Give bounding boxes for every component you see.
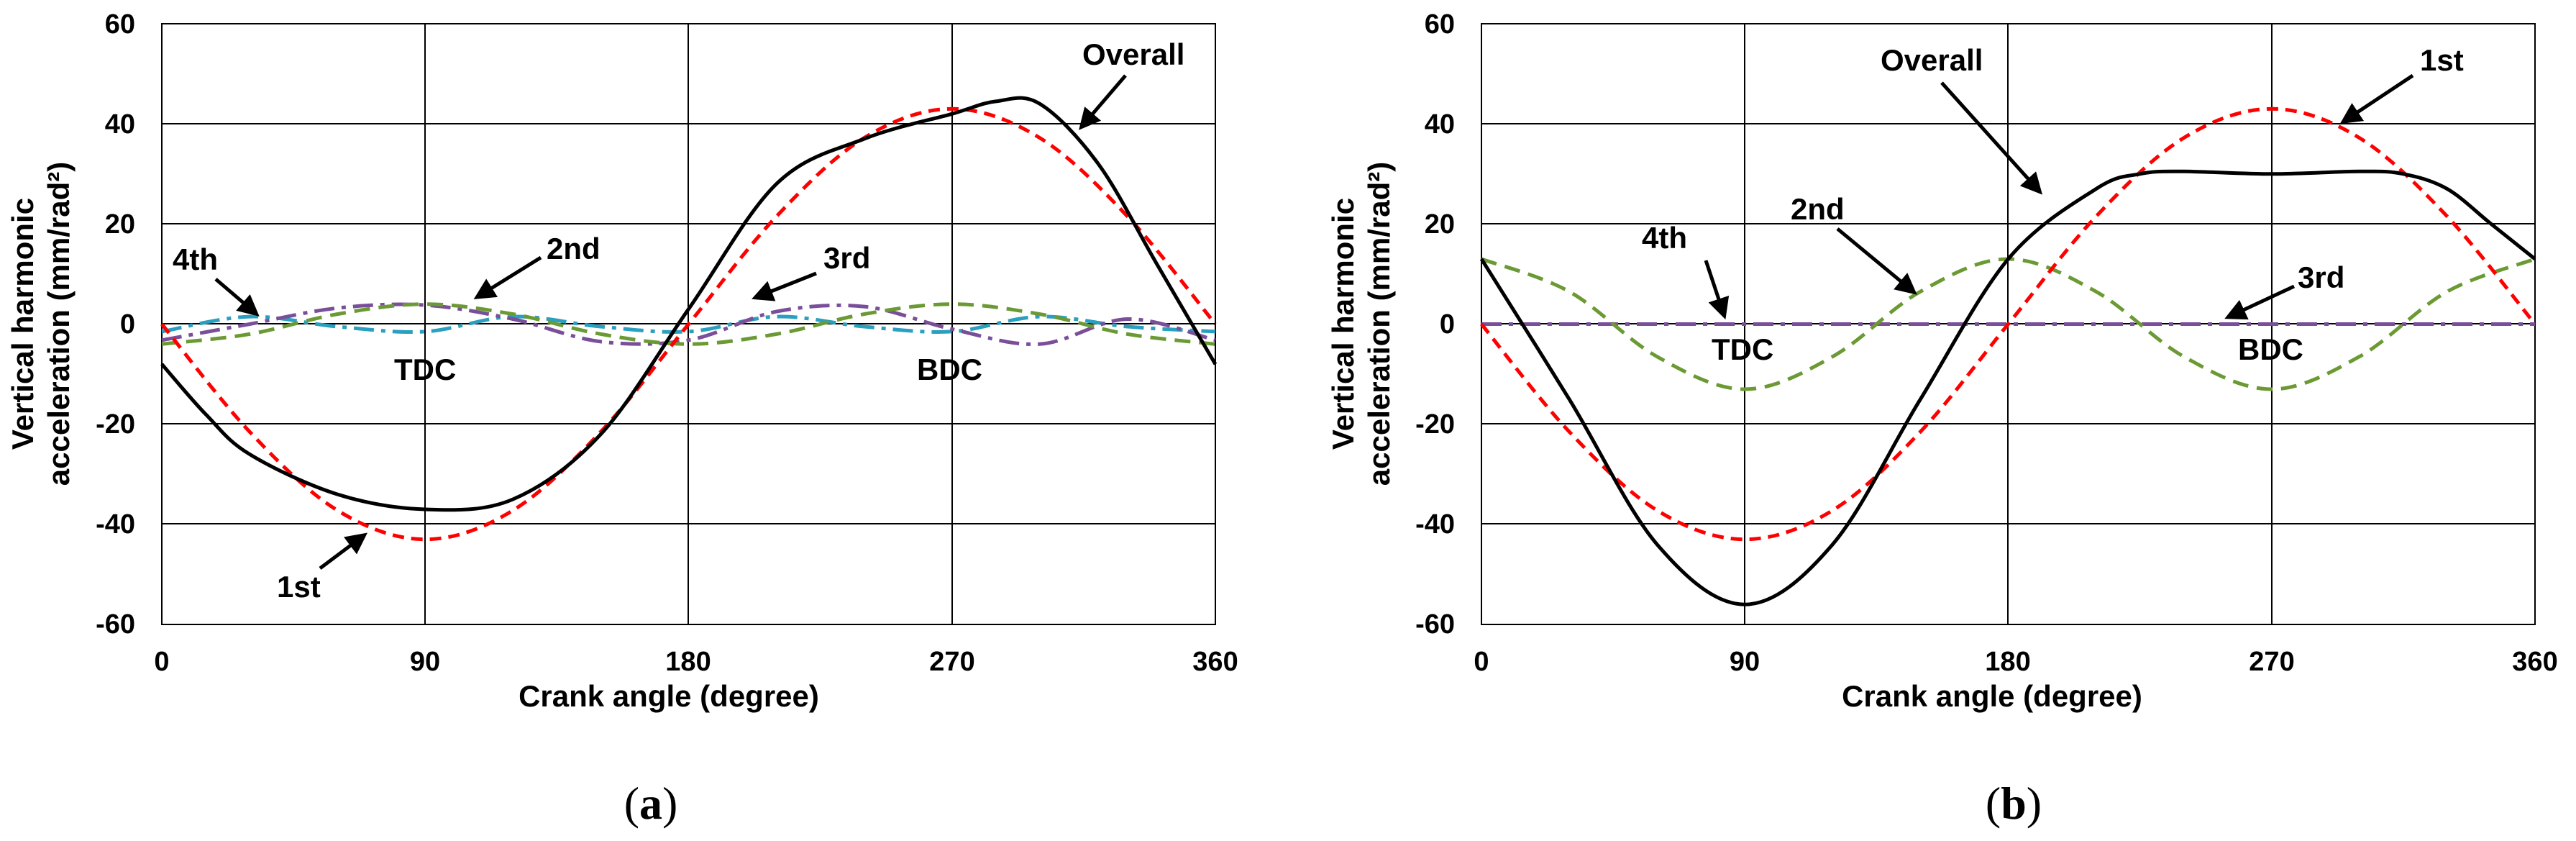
x-tick-label: 0 (154, 647, 169, 677)
y-tick-label: 0 (120, 309, 135, 340)
x-tick-label: 270 (929, 647, 974, 677)
x-axis-title: Crank angle (degree) (1842, 679, 2142, 713)
chart-panel-b: 60 40 20 0 -20 -40 -60 0 90 180 270 360 … (1326, 9, 2558, 829)
series-line-overall (1479, 169, 2536, 606)
x-tick-labels: 0 90 180 270 360 (154, 647, 1238, 677)
annotation-2nd: 2nd (547, 232, 600, 265)
annotation-tdc: TDC (1712, 332, 1773, 366)
annotation-3rd: 3rd (2298, 260, 2344, 294)
series-line-1st (160, 106, 1217, 542)
y-tick-label: 40 (1425, 109, 1455, 140)
series-line-overall (160, 96, 1218, 512)
x-tick-label: 360 (2512, 647, 2557, 677)
y-tick-label: 0 (1440, 309, 1455, 340)
annotation-overall: Overall (1082, 37, 1184, 71)
y-tick-label: 20 (105, 209, 135, 240)
annotation-4th: 4th (1642, 221, 1687, 255)
annotation-arrow-2nd (1836, 227, 1917, 295)
annotation-arrow-1st (319, 532, 367, 570)
y-tick-label: -60 (96, 609, 135, 640)
x-tick-label: 270 (2249, 647, 2294, 677)
x-tick-label: 180 (1985, 647, 2030, 677)
y-tick-label: 40 (105, 109, 135, 140)
annotation-arrow-overall (1079, 74, 1127, 130)
annotation-3rd: 3rd (823, 241, 870, 275)
x-tick-label: 0 (1474, 647, 1489, 677)
y-axis-title-line1: Vertical harmonic (1326, 198, 1360, 450)
chart-panel-a: 60 40 20 0 -20 -40 -60 0 90 180 270 360 … (6, 9, 1238, 829)
annotation-arrow-overall (1940, 81, 2043, 195)
series-lines (1479, 106, 2536, 606)
annotation-arrow-1st (2339, 73, 2414, 124)
x-tick-label: 360 (1192, 647, 1238, 677)
series-line-1st (1480, 106, 2536, 542)
annotation-1st: 1st (277, 570, 321, 604)
annotation-bdc: BDC (917, 353, 982, 386)
y-tick-label: -60 (1415, 609, 1455, 640)
series-lines (160, 96, 1218, 542)
panel-caption: (a) (624, 778, 678, 829)
annotation-overall: Overall (1881, 43, 1983, 77)
annotation-arrow-3rd (752, 271, 817, 301)
y-tick-label: 20 (1425, 209, 1455, 240)
y-tick-label: -20 (1415, 409, 1455, 440)
annotation-arrow-4th (1704, 260, 1730, 320)
y-tick-label: -40 (96, 509, 135, 540)
x-tick-label: 180 (665, 647, 711, 677)
y-tick-label: -40 (1415, 509, 1455, 540)
annotation-4th: 4th (173, 242, 218, 276)
series-line-3rd (161, 302, 1216, 347)
annotation-2nd: 2nd (1791, 192, 1845, 226)
x-tick-label: 90 (410, 647, 440, 677)
annotations: Overall 1st 2nd 4th 3rd TDC BDC (1642, 43, 2464, 366)
series-line-2nd (161, 302, 1216, 346)
y-tick-labels: 60 40 20 0 -20 -40 -60 (1415, 9, 1455, 640)
x-tick-label: 90 (1730, 647, 1760, 677)
annotations: Overall 2nd 3rd 4th 1st TDC BDC (173, 37, 1184, 604)
y-tick-label: 60 (1425, 9, 1455, 40)
panel-caption: (b) (1986, 778, 2042, 829)
y-tick-label: -20 (96, 409, 135, 440)
annotation-1st: 1st (2420, 43, 2464, 77)
y-tick-labels: 60 40 20 0 -20 -40 -60 (96, 9, 135, 640)
y-axis-title-line2: acceleration (mm/rad²) (1362, 162, 1396, 486)
x-tick-labels: 0 90 180 270 360 (1474, 647, 2557, 677)
y-tick-label: 60 (105, 9, 135, 40)
x-axis-title: Crank angle (degree) (519, 679, 819, 713)
annotation-arrow-2nd (473, 255, 542, 299)
annotation-tdc: TDC (394, 353, 456, 386)
y-axis-title-line2: acceleration (mm/rad²) (42, 162, 76, 486)
annotation-bdc: BDC (2238, 332, 2303, 366)
annotation-arrow-3rd (2224, 284, 2296, 320)
annotation-arrow-4th (214, 278, 260, 317)
y-axis-title-line1: Vertical harmonic (6, 198, 40, 450)
